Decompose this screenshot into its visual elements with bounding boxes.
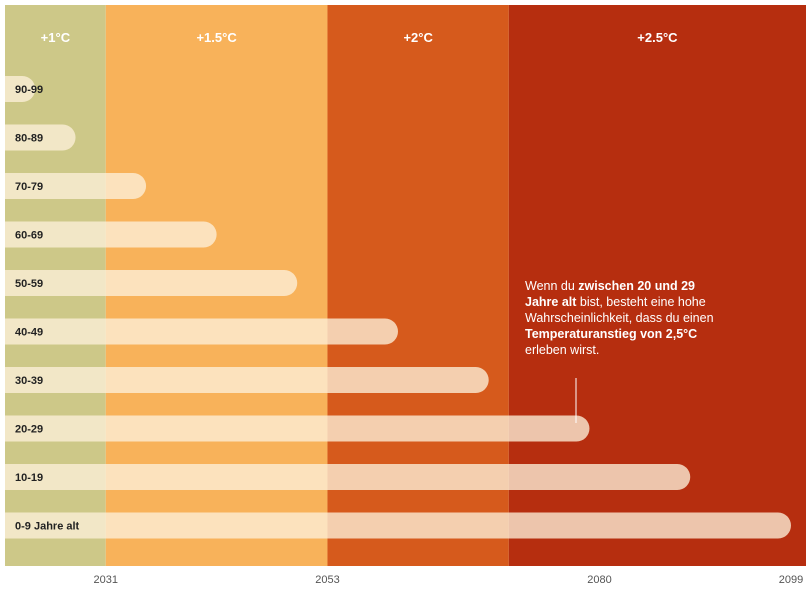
bar-8 <box>5 464 691 490</box>
age-bars <box>5 76 792 539</box>
age-label-7: 20-29 <box>15 424 43 436</box>
age-label-2: 70-79 <box>15 181 43 193</box>
annotation-text-3: erleben wirst. <box>525 343 600 357</box>
annotation-text-1: Wenn du <box>525 279 579 293</box>
bar-9 <box>5 512 792 539</box>
tick-label-3: 2099 <box>779 574 803 586</box>
tick-label-0: 2031 <box>94 574 118 586</box>
age-label-4: 50-59 <box>15 278 43 290</box>
bar-4 <box>5 270 298 296</box>
annotation: Wenn du zwischen 20 und 29 Jahre alt bis… <box>525 278 725 358</box>
age-label-3: 60-69 <box>15 230 43 242</box>
bar-6 <box>5 367 489 393</box>
annotation-text-2: bist, besteht eine hohe Wahrscheinlichke… <box>525 295 714 325</box>
tick-label-1: 2053 <box>315 574 339 586</box>
age-label-5: 40-49 <box>15 327 43 339</box>
age-label-9: 0-9 Jahre alt <box>15 521 80 533</box>
bar-7 <box>5 415 590 442</box>
band-label-1: +1.5°C <box>196 30 237 45</box>
annotation-bold-2: Temperaturanstieg von 2,5°C <box>525 327 698 341</box>
bar-0 <box>5 76 36 102</box>
age-label-0: 90-99 <box>15 84 43 96</box>
annotation-bold-1: zwischen 20 und 29 Jahre alt <box>525 279 695 309</box>
band-label-0: +1°C <box>41 30 71 45</box>
band-label-3: +2.5°C <box>637 30 678 45</box>
x-axis-ticks: 2031 2053 2080 2099 <box>94 574 804 586</box>
tick-label-2: 2080 <box>587 574 611 586</box>
age-label-1: 80-89 <box>15 133 43 145</box>
bar-2 <box>5 173 147 199</box>
bar-3 <box>5 221 217 248</box>
age-label-8: 10-19 <box>15 472 43 484</box>
age-label-6: 30-39 <box>15 375 43 387</box>
age-labels: 90-99 80-89 70-79 60-69 50-59 40-49 30-39 20-29… <box>15 84 80 533</box>
bar-5 <box>5 318 398 345</box>
bar-1 <box>5 124 76 151</box>
band-label-2: +2°C <box>403 30 433 45</box>
